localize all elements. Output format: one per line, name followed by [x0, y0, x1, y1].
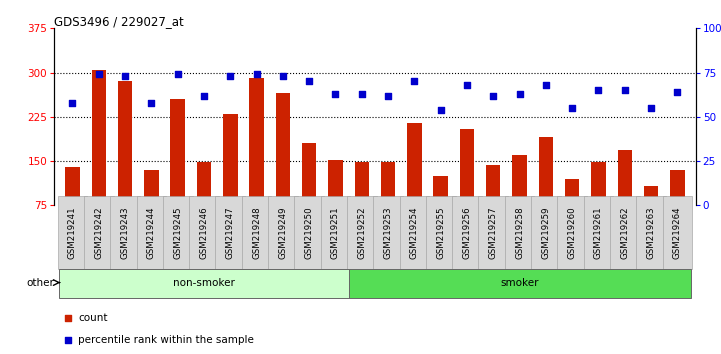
- Bar: [328, 160, 342, 205]
- Text: GSM219253: GSM219253: [384, 206, 392, 259]
- Text: GSM219258: GSM219258: [515, 206, 524, 259]
- Point: [671, 89, 683, 95]
- Point: [487, 93, 499, 98]
- Bar: [381, 162, 395, 205]
- FancyBboxPatch shape: [59, 269, 349, 297]
- Bar: [197, 162, 211, 205]
- Point: [198, 93, 210, 98]
- Point: [514, 91, 526, 97]
- Bar: [66, 167, 80, 205]
- Text: other: other: [27, 278, 55, 287]
- Text: GSM219259: GSM219259: [541, 206, 550, 259]
- Point: [409, 79, 420, 84]
- Bar: [565, 179, 580, 205]
- Text: GSM219254: GSM219254: [410, 206, 419, 259]
- Point: [567, 105, 578, 111]
- Point: [645, 105, 657, 111]
- Text: GDS3496 / 229027_at: GDS3496 / 229027_at: [54, 15, 184, 28]
- Bar: [407, 123, 422, 205]
- Point: [540, 82, 552, 88]
- Bar: [644, 186, 658, 205]
- Point: [304, 79, 315, 84]
- Text: GSM219260: GSM219260: [567, 206, 577, 259]
- Text: GSM219242: GSM219242: [94, 206, 103, 259]
- Text: GSM219250: GSM219250: [305, 206, 314, 259]
- Bar: [170, 99, 185, 205]
- Bar: [249, 79, 264, 205]
- Point: [619, 87, 631, 93]
- Bar: [355, 162, 369, 205]
- Bar: [144, 170, 159, 205]
- Bar: [513, 155, 527, 205]
- Text: GSM219248: GSM219248: [252, 206, 261, 259]
- Point: [67, 100, 79, 105]
- Text: GSM219247: GSM219247: [226, 206, 235, 259]
- Text: GSM219243: GSM219243: [120, 206, 130, 259]
- Bar: [118, 81, 133, 205]
- Bar: [486, 165, 500, 205]
- Bar: [591, 162, 606, 205]
- Bar: [433, 176, 448, 205]
- Text: GSM219261: GSM219261: [594, 206, 603, 259]
- Point: [461, 82, 473, 88]
- Bar: [275, 93, 290, 205]
- Text: GSM219252: GSM219252: [358, 206, 366, 259]
- Text: smoker: smoker: [500, 278, 539, 287]
- Point: [146, 100, 157, 105]
- Bar: [617, 150, 632, 205]
- Text: GSM219246: GSM219246: [200, 206, 208, 259]
- Point: [251, 72, 262, 77]
- Point: [119, 73, 131, 79]
- Text: GSM219262: GSM219262: [620, 206, 629, 259]
- Text: non-smoker: non-smoker: [173, 278, 235, 287]
- Bar: [223, 114, 237, 205]
- Point: [329, 91, 341, 97]
- FancyBboxPatch shape: [349, 269, 691, 297]
- Point: [277, 73, 288, 79]
- Text: GSM219249: GSM219249: [278, 206, 288, 259]
- Bar: [460, 129, 474, 205]
- Bar: [92, 70, 106, 205]
- Bar: [539, 137, 553, 205]
- Text: GSM219245: GSM219245: [173, 206, 182, 259]
- Text: GSM219241: GSM219241: [68, 206, 77, 259]
- Text: count: count: [79, 313, 108, 323]
- Point: [93, 72, 105, 77]
- Bar: [670, 170, 684, 205]
- Point: [382, 93, 394, 98]
- Point: [63, 315, 74, 321]
- Bar: [302, 143, 317, 205]
- Point: [63, 337, 74, 343]
- Point: [356, 91, 368, 97]
- Point: [224, 73, 236, 79]
- Text: GSM219257: GSM219257: [489, 206, 497, 259]
- Text: GSM219244: GSM219244: [147, 206, 156, 259]
- Text: GSM219263: GSM219263: [647, 206, 655, 259]
- Point: [435, 107, 446, 113]
- Text: percentile rank within the sample: percentile rank within the sample: [79, 335, 255, 345]
- Point: [172, 72, 183, 77]
- Text: GSM219264: GSM219264: [673, 206, 682, 259]
- Text: GSM219255: GSM219255: [436, 206, 445, 259]
- Point: [593, 87, 604, 93]
- Text: GSM219256: GSM219256: [462, 206, 472, 259]
- Text: GSM219251: GSM219251: [331, 206, 340, 259]
